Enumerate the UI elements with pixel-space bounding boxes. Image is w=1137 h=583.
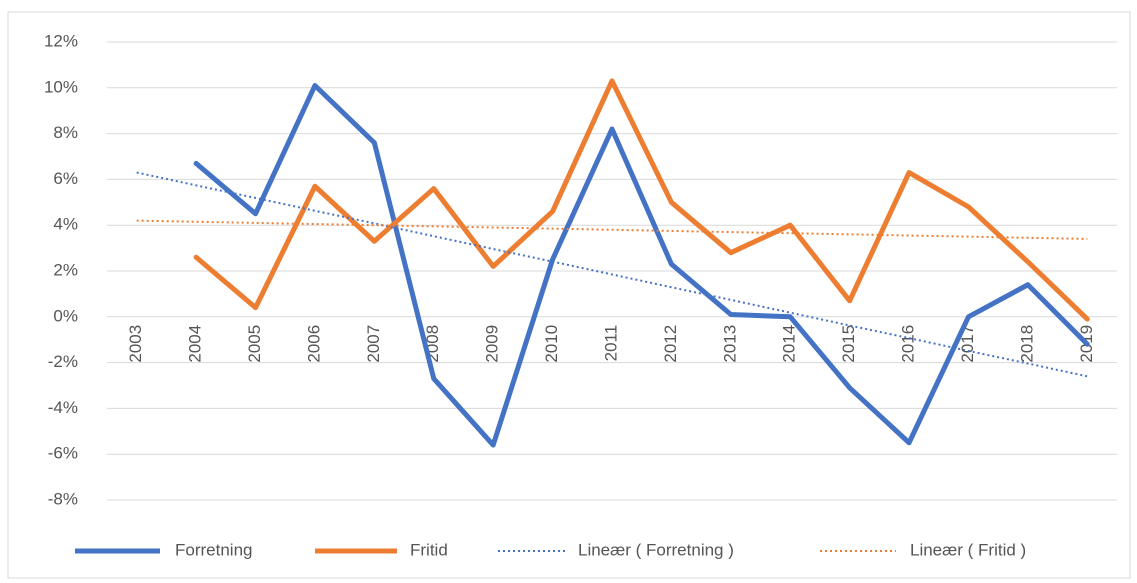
y-tick-label: 6% [53, 169, 78, 188]
x-tick-label: 2005 [245, 325, 264, 363]
x-tick-label: 2016 [899, 325, 918, 363]
x-tick-label: 2015 [839, 325, 858, 363]
y-tick-label: 2% [53, 260, 78, 279]
x-tick-label: 2018 [1017, 325, 1036, 363]
x-tick-label: 2006 [304, 325, 323, 363]
y-tick-label: 8% [53, 123, 78, 142]
legend-label: Fritid [410, 540, 448, 559]
legend-label: Lineær ( Fritid ) [910, 540, 1026, 559]
x-tick-label: 2011 [601, 325, 620, 362]
x-tick-label: 2009 [483, 325, 502, 363]
y-tick-label: 10% [44, 77, 78, 96]
x-tick-label: 2004 [186, 325, 205, 363]
y-tick-label: -4% [48, 398, 78, 417]
y-tick-label: 12% [44, 31, 78, 50]
x-tick-label: 2010 [542, 325, 561, 363]
x-tick-label: 2003 [126, 325, 145, 363]
x-tick-label: 2013 [720, 325, 739, 363]
trend-line [136, 171, 1088, 378]
y-tick-label: 4% [53, 215, 78, 234]
series-line [193, 78, 1090, 322]
series-line [193, 83, 1090, 448]
y-tick-label: -2% [48, 352, 78, 371]
chart-frame [7, 11, 1131, 579]
y-tick-label: -8% [48, 489, 78, 508]
x-tick-label: 2007 [364, 325, 383, 363]
trend-line [136, 219, 1088, 240]
x-tick-label: 2014 [780, 325, 799, 363]
y-tick-label: -6% [48, 444, 78, 463]
x-tick-label: 2012 [661, 325, 680, 363]
legend-label: Forretning [175, 540, 252, 559]
legend-label: Lineær ( Forretning ) [578, 540, 734, 559]
y-tick-label: 0% [53, 306, 78, 325]
